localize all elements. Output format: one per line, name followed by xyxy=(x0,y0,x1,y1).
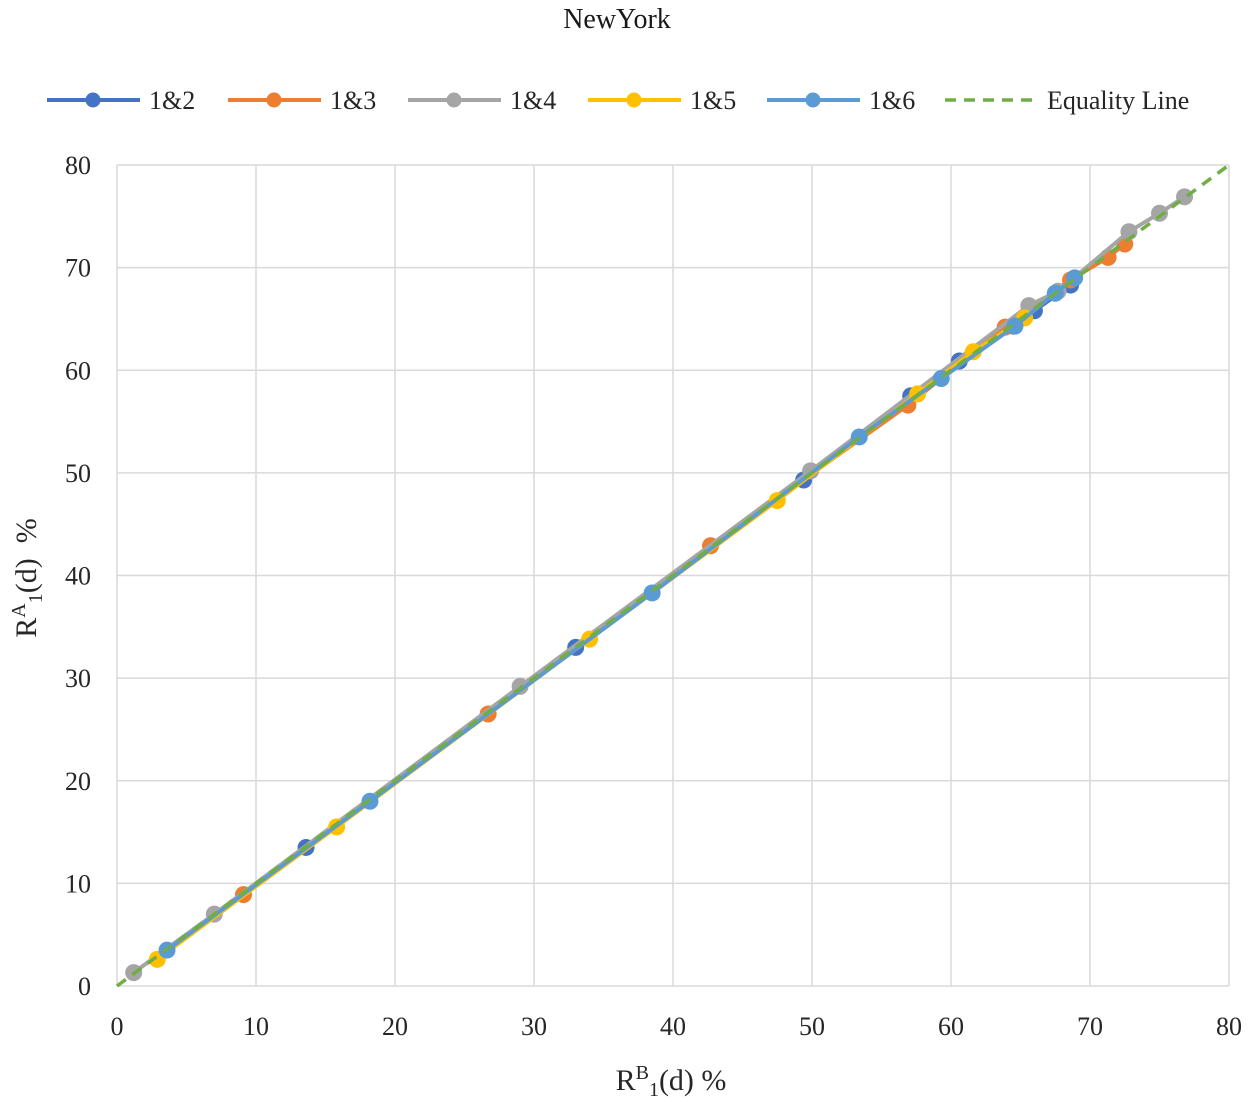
y-axis-label-tail: (d) % xyxy=(10,518,43,593)
y-axis-label: RA1(d) % xyxy=(8,518,47,637)
series-equality-line xyxy=(115,163,1231,988)
legend-item-1-6: 1&6 xyxy=(767,86,915,115)
y-tick-label: 20 xyxy=(65,767,91,796)
legend-item-1-5: 1&5 xyxy=(588,86,736,115)
y-axis-label-base: R xyxy=(10,618,43,638)
y-axis-label-group: RA1(d) % xyxy=(8,518,47,637)
y-tick-label: 70 xyxy=(65,254,91,283)
legend-item-1-2: 1&2 xyxy=(47,86,195,115)
x-axis-label: RB1(d) % xyxy=(616,1062,727,1101)
data-point-1-6 xyxy=(1006,317,1024,335)
x-axis-label-superscript: B xyxy=(636,1062,649,1084)
legend-marker-1-6 xyxy=(805,92,821,108)
y-tick-label: 60 xyxy=(65,356,91,385)
x-tick-label: 50 xyxy=(799,1012,825,1041)
series-1-6 xyxy=(158,269,1084,959)
legend-label-equality-line: Equality Line xyxy=(1047,86,1189,115)
x-tick-label: 20 xyxy=(382,1012,408,1041)
x-axis-label-base: R xyxy=(616,1064,636,1097)
legend-label-1-6: 1&6 xyxy=(869,86,915,115)
y-tick-label: 10 xyxy=(65,869,91,898)
x-axis-ticks: 0 10 20 30 40 50 60 70 80 xyxy=(111,1012,1243,1041)
legend-label-1-4: 1&4 xyxy=(510,86,556,115)
legend-item-1-3: 1&3 xyxy=(228,86,376,115)
y-axis-label-superscript: A xyxy=(8,603,30,618)
y-axis-label-subscript: 1 xyxy=(25,593,47,603)
x-tick-label: 80 xyxy=(1216,1012,1242,1041)
x-tick-label: 40 xyxy=(660,1012,686,1041)
x-axis-label-subscript: 1 xyxy=(649,1079,659,1101)
x-tick-label: 60 xyxy=(938,1012,964,1041)
data-point-1-4 xyxy=(1151,204,1168,222)
legend-label-1-3: 1&3 xyxy=(330,86,376,115)
x-tick-label: 70 xyxy=(1077,1012,1103,1041)
legend: 1&2 1&3 1&4 1&5 1&6 Equality Line xyxy=(47,86,1189,115)
series-line-equality-line xyxy=(115,163,1231,988)
legend-marker-1-3 xyxy=(266,92,282,108)
y-tick-label: 80 xyxy=(65,151,91,180)
legend-item-1-4: 1&4 xyxy=(408,86,556,115)
legend-label-1-5: 1&5 xyxy=(690,86,736,115)
legend-marker-1-4 xyxy=(446,92,462,108)
x-axis-label-tail: (d) % xyxy=(659,1064,726,1097)
y-tick-label: 30 xyxy=(65,664,91,693)
legend-label-1-2: 1&2 xyxy=(149,86,195,115)
x-tick-label: 10 xyxy=(243,1012,269,1041)
x-tick-label: 0 xyxy=(111,1012,124,1041)
plot-area xyxy=(115,163,1231,988)
legend-marker-1-5 xyxy=(626,92,642,108)
chart-title: NewYork xyxy=(563,4,671,35)
y-tick-label: 40 xyxy=(65,562,91,591)
y-axis-ticks: 0 10 20 30 40 50 60 70 80 xyxy=(65,151,91,1001)
legend-item-equality-line: Equality Line xyxy=(945,86,1189,115)
y-tick-label: 0 xyxy=(78,972,91,1001)
legend-marker-1-2 xyxy=(85,92,101,108)
x-tick-label: 30 xyxy=(521,1012,547,1041)
y-tick-label: 50 xyxy=(65,459,91,488)
